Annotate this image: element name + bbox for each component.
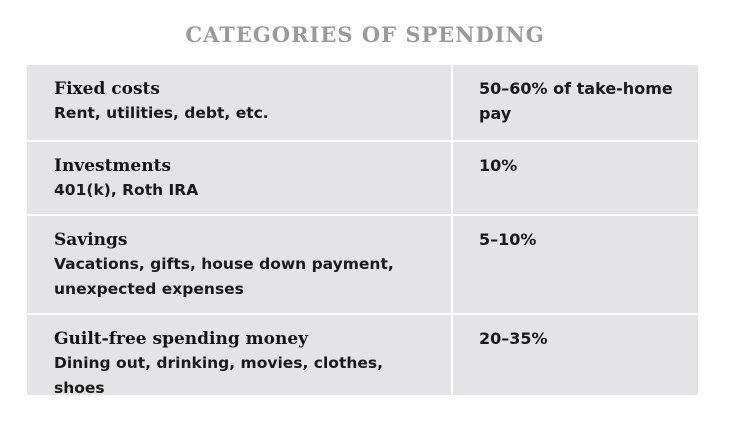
- category-cell: Investments 401(k), Roth IRA: [54, 154, 434, 203]
- percentage-text: 10%: [479, 156, 518, 175]
- percentage-text: pay: [479, 104, 512, 123]
- category-heading: Investments: [54, 156, 172, 176]
- spending-categories-table: Fixed costs Rent, utilities, debt, etc. …: [27, 65, 698, 397]
- category-heading: Fixed costs: [54, 79, 160, 99]
- percentage-text: 50–60% of take-home: [479, 79, 673, 98]
- category-description: unexpected expenses: [54, 280, 244, 298]
- table-row: Investments 401(k), Roth IRA 10%: [27, 142, 698, 214]
- table-row: Fixed costs Rent, utilities, debt, etc. …: [27, 65, 698, 139]
- percentage-text: 5–10%: [479, 230, 537, 249]
- percentage-text: 20–35%: [479, 329, 548, 348]
- percentage-cell: 50–60% of take-home pay: [479, 76, 679, 126]
- table-row: Savings Vacations, gifts, house down pay…: [27, 216, 698, 313]
- page-title: CATEGORIES OF SPENDING: [185, 22, 545, 47]
- table-row: Guilt-free spending money Dining out, dr…: [27, 315, 698, 397]
- column-divider: [451, 65, 453, 395]
- row-divider: [27, 214, 698, 216]
- percentage-cell: 10%: [479, 153, 679, 178]
- category-description: Rent, utilities, debt, etc.: [54, 104, 269, 122]
- percentage-cell: 20–35%: [479, 326, 679, 351]
- category-cell: Guilt-free spending money Dining out, dr…: [54, 327, 434, 401]
- row-divider: [27, 313, 698, 315]
- category-heading: Guilt-free spending money: [54, 329, 309, 349]
- category-heading: Savings: [54, 230, 128, 250]
- category-description: 401(k), Roth IRA: [54, 181, 199, 199]
- category-description: Vacations, gifts, house down payment,: [54, 255, 394, 273]
- category-cell: Savings Vacations, gifts, house down pay…: [54, 228, 434, 302]
- category-cell: Fixed costs Rent, utilities, debt, etc.: [54, 77, 434, 126]
- percentage-cell: 5–10%: [479, 227, 679, 252]
- row-divider: [27, 140, 698, 142]
- category-description: Dining out, drinking, movies, clothes, s…: [54, 354, 384, 397]
